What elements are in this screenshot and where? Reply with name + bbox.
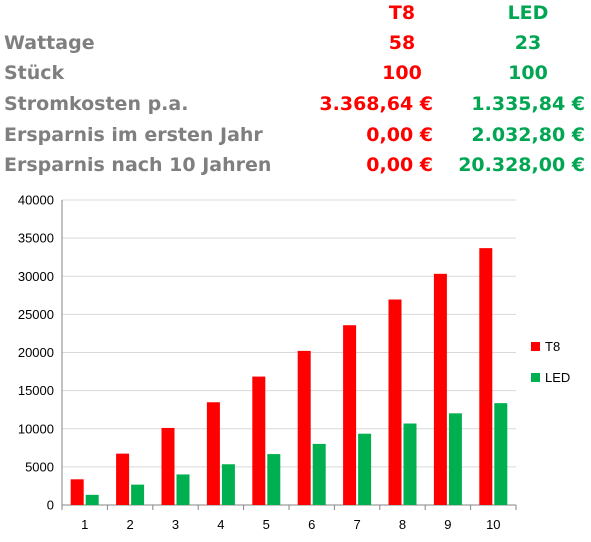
bar-led bbox=[494, 403, 508, 505]
bar-led bbox=[358, 433, 372, 505]
legend-swatch-t8 bbox=[531, 342, 540, 351]
t8-value: 0,00 € bbox=[366, 154, 433, 176]
bar-t8 bbox=[70, 479, 84, 505]
bar-t8 bbox=[206, 402, 220, 505]
x-tick-label: 1 bbox=[81, 517, 88, 532]
bar-led bbox=[176, 474, 190, 505]
x-tick-label: 10 bbox=[486, 517, 500, 532]
x-tick-label: 8 bbox=[399, 517, 406, 532]
y-tick-label: 20000 bbox=[18, 345, 54, 360]
bar-led bbox=[131, 484, 145, 505]
led-value: 2.032,80 € bbox=[471, 124, 585, 146]
x-tick-label: 2 bbox=[126, 517, 133, 532]
y-tick-label: 0 bbox=[47, 498, 54, 513]
bar-t8 bbox=[343, 325, 357, 505]
t8-value: 100 bbox=[382, 62, 422, 84]
bar-led bbox=[312, 443, 326, 505]
table-row: Stück 100 100 bbox=[0, 62, 591, 92]
bar-led bbox=[448, 413, 462, 505]
bar-chart: 0 5000 10000 15000 20000 25000 30000 35000 40000… bbox=[18, 193, 570, 533]
legend-swatch-led bbox=[531, 373, 540, 382]
led-value: 20.328,00 € bbox=[458, 154, 585, 176]
y-tick-label: 40000 bbox=[18, 193, 54, 208]
row-label: Ersparnis im ersten Jahr bbox=[4, 124, 263, 146]
x-tick-label: 6 bbox=[308, 517, 315, 532]
bar-t8 bbox=[116, 453, 130, 505]
bar-led bbox=[221, 464, 235, 505]
x-tick-label: 5 bbox=[263, 517, 270, 532]
legend-label-t8: T8 bbox=[545, 339, 560, 354]
bar-t8 bbox=[297, 350, 311, 505]
header-t8: T8 bbox=[388, 2, 416, 24]
table-header-row: T8 LED bbox=[0, 2, 591, 32]
bar-led bbox=[267, 454, 281, 505]
bar-t8 bbox=[252, 376, 266, 505]
x-tick-label: 3 bbox=[172, 517, 179, 532]
header-led: LED bbox=[507, 2, 549, 24]
table-row: Stromkosten p.a. 3.368,64 € 1.335,84 € bbox=[0, 93, 591, 123]
row-label: Stromkosten p.a. bbox=[4, 93, 189, 115]
bar-t8 bbox=[161, 427, 175, 505]
table-row: Wattage 58 23 bbox=[0, 32, 591, 62]
x-tick-label: 9 bbox=[444, 517, 451, 532]
bar-t8 bbox=[433, 273, 447, 505]
led-value: 23 bbox=[514, 32, 542, 54]
y-tick-label: 5000 bbox=[25, 459, 54, 474]
x-tick-label: 7 bbox=[353, 517, 360, 532]
row-label: Ersparnis nach 10 Jahren bbox=[4, 154, 272, 176]
y-tick-label: 35000 bbox=[18, 231, 54, 246]
table-row: Ersparnis im ersten Jahr 0,00 € 2.032,80… bbox=[0, 124, 591, 154]
table-row: Ersparnis nach 10 Jahren 0,00 € 20.328,0… bbox=[0, 154, 591, 184]
t8-value: 3.368,64 € bbox=[319, 93, 433, 115]
bar-t8 bbox=[388, 299, 402, 505]
led-value: 1.335,84 € bbox=[471, 93, 585, 115]
t8-value: 0,00 € bbox=[366, 124, 433, 146]
legend-label-led: LED bbox=[545, 370, 570, 385]
bar-led bbox=[403, 423, 417, 505]
y-tick-label: 10000 bbox=[18, 421, 54, 436]
row-label: Stück bbox=[4, 62, 65, 84]
y-tick-label: 30000 bbox=[18, 269, 54, 284]
row-label: Wattage bbox=[4, 32, 95, 54]
led-value: 100 bbox=[508, 62, 548, 84]
x-tick-label: 4 bbox=[217, 517, 224, 532]
bar-led bbox=[85, 494, 99, 505]
t8-value: 58 bbox=[388, 32, 416, 54]
y-tick-label: 15000 bbox=[18, 383, 54, 398]
bar-t8 bbox=[479, 248, 493, 505]
y-tick-label: 25000 bbox=[18, 307, 54, 322]
